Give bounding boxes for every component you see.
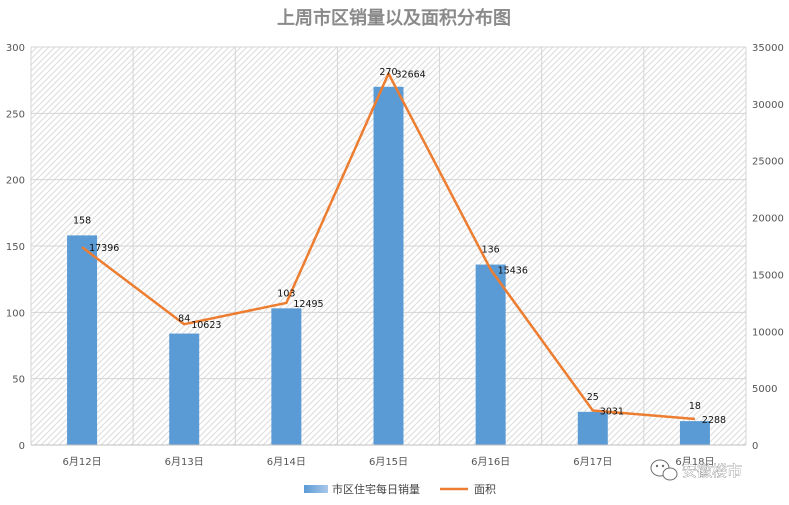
bar-value-label-3: 270	[379, 67, 397, 78]
y-left-tick-5: 250	[6, 109, 25, 120]
bar-value-label-1: 84	[178, 314, 190, 325]
line-value-label-6: 2288	[702, 415, 726, 426]
watermark: 安徽楼市	[650, 459, 742, 481]
y-left-tick-4: 200	[6, 176, 25, 187]
line-value-label-1: 10623	[191, 320, 221, 331]
bar-4	[475, 264, 506, 445]
bar-value-label-4: 136	[482, 245, 500, 256]
y-right-tick-5: 25000	[752, 157, 784, 168]
line-value-label-2: 12495	[293, 299, 323, 310]
line-value-label-0: 17396	[89, 243, 119, 254]
area-line	[81, 72, 696, 421]
bar-6	[679, 421, 710, 445]
bar-value-label-5: 25	[587, 392, 599, 403]
legend-bar-label: 市区住宅每日销量	[332, 482, 420, 496]
bar-value-label-6: 18	[689, 401, 701, 412]
legend-line-label: 面积	[474, 483, 496, 496]
y-right-tick-3: 15000	[752, 270, 784, 281]
line-value-label-4: 15436	[498, 265, 528, 276]
y-left-tick-6: 300	[6, 43, 25, 54]
x-tick-4: 6月16日	[471, 456, 510, 468]
x-tick-0: 6月12日	[63, 456, 102, 468]
wechat-icon	[650, 459, 678, 481]
bar-0	[67, 235, 98, 445]
bar-series	[67, 86, 710, 446]
y-left-tick-2: 100	[6, 308, 25, 319]
line-value-label-3: 32664	[396, 70, 426, 81]
bar-5	[577, 411, 608, 445]
x-tick-1: 6月13日	[165, 456, 204, 468]
y-right-tick-0: 0	[752, 441, 758, 452]
x-tick-6: 6月18日	[675, 456, 714, 468]
bar-3	[373, 86, 404, 446]
watermark-text: 安徽楼市	[682, 462, 742, 480]
bar-value-label-0: 158	[73, 215, 91, 226]
legend: 市区住宅每日销量 面积	[304, 482, 496, 496]
chart-title: 上周市区销量以及面积分布图	[277, 7, 511, 29]
axes: 0 50 100 150 200 250 300 0 5000 10000 15000 20000 25…	[6, 43, 784, 468]
y-left-tick-1: 50	[12, 375, 25, 386]
y-left-tick-3: 150	[6, 242, 25, 253]
line-series	[81, 72, 696, 421]
y-right-tick-4: 20000	[752, 214, 784, 225]
x-tick-3: 6月15日	[369, 456, 408, 468]
x-tick-5: 6月17日	[573, 456, 612, 468]
y-right-tick-7: 35000	[752, 43, 784, 54]
x-tick-2: 6月14日	[267, 456, 306, 468]
data-labels: 158 84 103 270 136 25 18 17396 10623 12495 32664 15…	[73, 67, 726, 426]
bar-2	[271, 308, 302, 445]
y-left-tick-0: 0	[19, 441, 25, 452]
bar-value-label-2: 103	[277, 288, 295, 299]
bar-1	[169, 333, 200, 445]
y-right-tick-6: 30000	[752, 100, 784, 111]
y-right-tick-2: 10000	[752, 327, 784, 338]
legend-bar-swatch	[304, 485, 328, 493]
line-value-label-5: 3031	[600, 407, 624, 418]
y-right-tick-1: 5000	[752, 384, 777, 395]
